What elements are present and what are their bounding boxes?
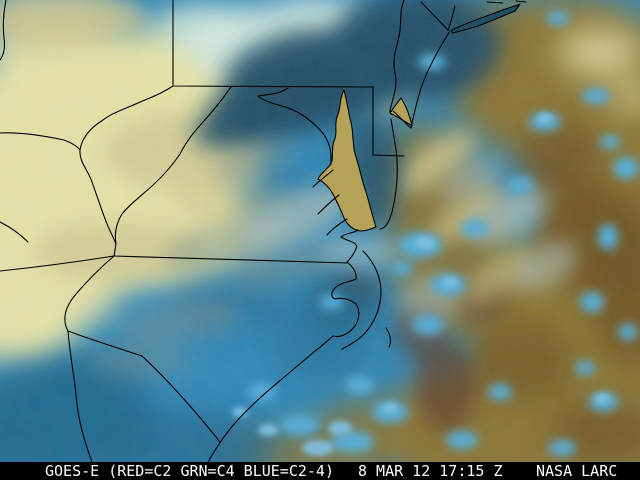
status-datetime: 8 MAR 12 17:15 Z	[358, 462, 503, 480]
border-va-ky	[0, 255, 115, 272]
border-nj-delaware-river	[389, 0, 405, 114]
border-nc-tn	[64, 255, 115, 332]
border-ohio-river-west	[0, 132, 81, 151]
status-product-label: GOES-E (RED=C2 GRN=C4 BLUE=C2-4)	[45, 462, 334, 480]
border-sc-west	[67, 330, 93, 462]
satellite-image	[0, 0, 640, 462]
border-nc-sc	[67, 330, 221, 443]
border-ky-stub	[0, 221, 29, 243]
coast-cape-lookout	[385, 327, 391, 348]
status-source-label: NASA LARC	[536, 462, 618, 480]
coast-hudson	[447, 5, 456, 31]
coast-va-nc-sc	[207, 229, 360, 462]
border-oh-west-stub	[0, 0, 7, 61]
border-potomac-upper	[257, 87, 332, 164]
border-pa-oh-md-de	[172, 0, 405, 157]
border-nj-north	[420, 1, 449, 31]
va-tidal-rivers	[312, 169, 348, 236]
grain-texture	[0, 0, 640, 462]
coast-long-island	[451, 3, 521, 34]
border-va-nc	[113, 255, 349, 264]
coast-ct	[486, 0, 527, 4]
chesapeake-bay	[317, 89, 377, 232]
coast-nj	[392, 30, 451, 129]
border-wv-va	[114, 86, 232, 245]
status-bar: GOES-E (RED=C2 GRN=C4 BLUE=C2-4) 8 MAR 1…	[0, 462, 640, 480]
state-borders-overlay	[0, 0, 527, 462]
bay-outlines	[317, 89, 413, 232]
coast-delmarva	[379, 118, 398, 230]
coast-outer-banks	[341, 250, 382, 350]
